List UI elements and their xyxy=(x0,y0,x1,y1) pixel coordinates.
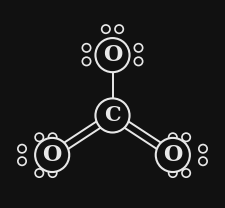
Circle shape xyxy=(199,157,207,165)
Text: O: O xyxy=(163,144,182,166)
Circle shape xyxy=(35,138,69,172)
Circle shape xyxy=(134,57,143,66)
Circle shape xyxy=(182,169,190,177)
Circle shape xyxy=(48,169,57,177)
Circle shape xyxy=(199,145,207,153)
Circle shape xyxy=(169,169,177,177)
Circle shape xyxy=(35,133,43,141)
Circle shape xyxy=(18,157,26,165)
Circle shape xyxy=(18,145,26,153)
Circle shape xyxy=(134,44,143,52)
Circle shape xyxy=(82,44,91,52)
Circle shape xyxy=(169,133,177,141)
Circle shape xyxy=(115,25,123,33)
Text: C: C xyxy=(104,105,121,125)
Circle shape xyxy=(82,57,91,66)
Text: O: O xyxy=(103,44,122,66)
Text: O: O xyxy=(43,144,62,166)
Circle shape xyxy=(156,138,190,172)
Circle shape xyxy=(102,25,110,33)
Circle shape xyxy=(35,169,43,177)
Circle shape xyxy=(182,133,190,141)
Circle shape xyxy=(95,98,130,132)
Circle shape xyxy=(95,38,130,72)
Circle shape xyxy=(48,133,57,141)
